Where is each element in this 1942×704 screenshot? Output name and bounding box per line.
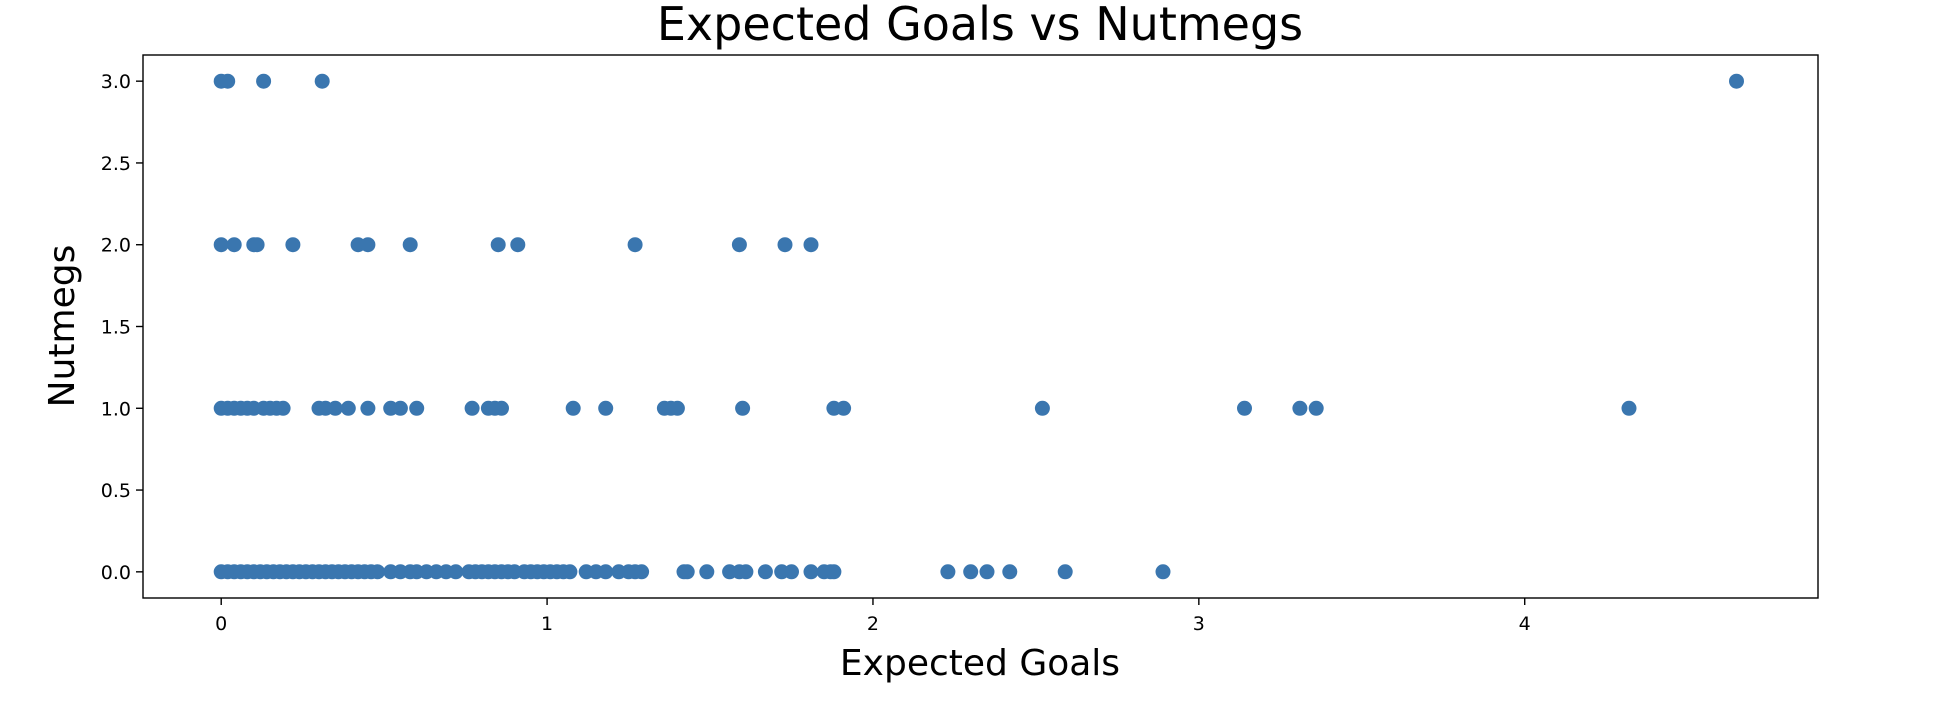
y-tick-label: 3.0 xyxy=(101,71,131,93)
data-point xyxy=(669,400,685,416)
data-point xyxy=(731,237,747,253)
data-point xyxy=(360,237,376,253)
x-tick-label: 1 xyxy=(541,613,553,635)
data-point xyxy=(757,564,773,580)
x-tick-label: 0 xyxy=(215,613,227,635)
axis-ticks: 0 1 2 3 4 0.0 0.5 1.0 1.5 2.0 2.5 3.0 xyxy=(101,71,1531,635)
data-point xyxy=(598,564,614,580)
y-tick-label: 0.0 xyxy=(101,562,131,584)
y-tick-label: 1.5 xyxy=(101,317,131,339)
data-point xyxy=(979,564,995,580)
data-point xyxy=(402,237,418,253)
data-point xyxy=(490,237,506,253)
data-point xyxy=(1034,400,1050,416)
data-point xyxy=(803,564,819,580)
x-tick-label: 4 xyxy=(1519,613,1531,635)
chart-title: Expected Goals vs Nutmegs xyxy=(657,0,1303,51)
data-point xyxy=(826,564,842,580)
data-point xyxy=(510,237,526,253)
data-point xyxy=(1155,564,1171,580)
data-point xyxy=(565,400,581,416)
plot-frame xyxy=(142,54,1819,599)
y-tick-label: 1.0 xyxy=(101,398,131,420)
data-point xyxy=(836,400,852,416)
data-point xyxy=(392,400,408,416)
y-axis-label: Nutmegs xyxy=(42,245,83,408)
data-point xyxy=(370,564,386,580)
data-point xyxy=(275,400,291,416)
data-point xyxy=(679,564,695,580)
x-axis-label: Expected Goals xyxy=(840,643,1120,684)
data-point xyxy=(803,237,819,253)
data-point xyxy=(777,237,793,253)
data-points xyxy=(213,73,1744,580)
data-point xyxy=(226,237,242,253)
data-point xyxy=(1057,564,1073,580)
data-point xyxy=(448,564,464,580)
data-point xyxy=(409,400,425,416)
data-point xyxy=(1237,400,1252,416)
data-point xyxy=(784,564,799,580)
data-point xyxy=(1621,400,1637,416)
data-point xyxy=(1002,564,1018,580)
data-point xyxy=(213,237,229,253)
data-point xyxy=(598,400,614,416)
data-point xyxy=(494,400,509,416)
data-point xyxy=(963,564,979,580)
data-point xyxy=(738,564,754,580)
data-point xyxy=(1308,400,1324,416)
data-point xyxy=(634,564,650,580)
y-tick-label: 2.0 xyxy=(101,235,131,257)
data-point xyxy=(249,237,265,253)
x-tick-label: 2 xyxy=(867,613,879,635)
data-point xyxy=(360,400,376,416)
data-point xyxy=(327,400,343,416)
y-tick-label: 2.5 xyxy=(101,153,131,175)
data-point xyxy=(735,400,751,416)
data-point xyxy=(220,73,236,89)
data-point xyxy=(1729,73,1744,89)
x-tick-label: 3 xyxy=(1193,613,1205,635)
data-point xyxy=(256,73,272,89)
data-point xyxy=(940,564,956,580)
data-point xyxy=(340,400,356,416)
data-point xyxy=(285,237,301,253)
data-point xyxy=(627,237,643,253)
data-point xyxy=(464,400,480,416)
data-point xyxy=(562,564,578,580)
y-tick-label: 0.5 xyxy=(101,480,131,502)
data-point xyxy=(699,564,715,580)
data-point xyxy=(314,73,330,89)
data-point xyxy=(1292,400,1308,416)
